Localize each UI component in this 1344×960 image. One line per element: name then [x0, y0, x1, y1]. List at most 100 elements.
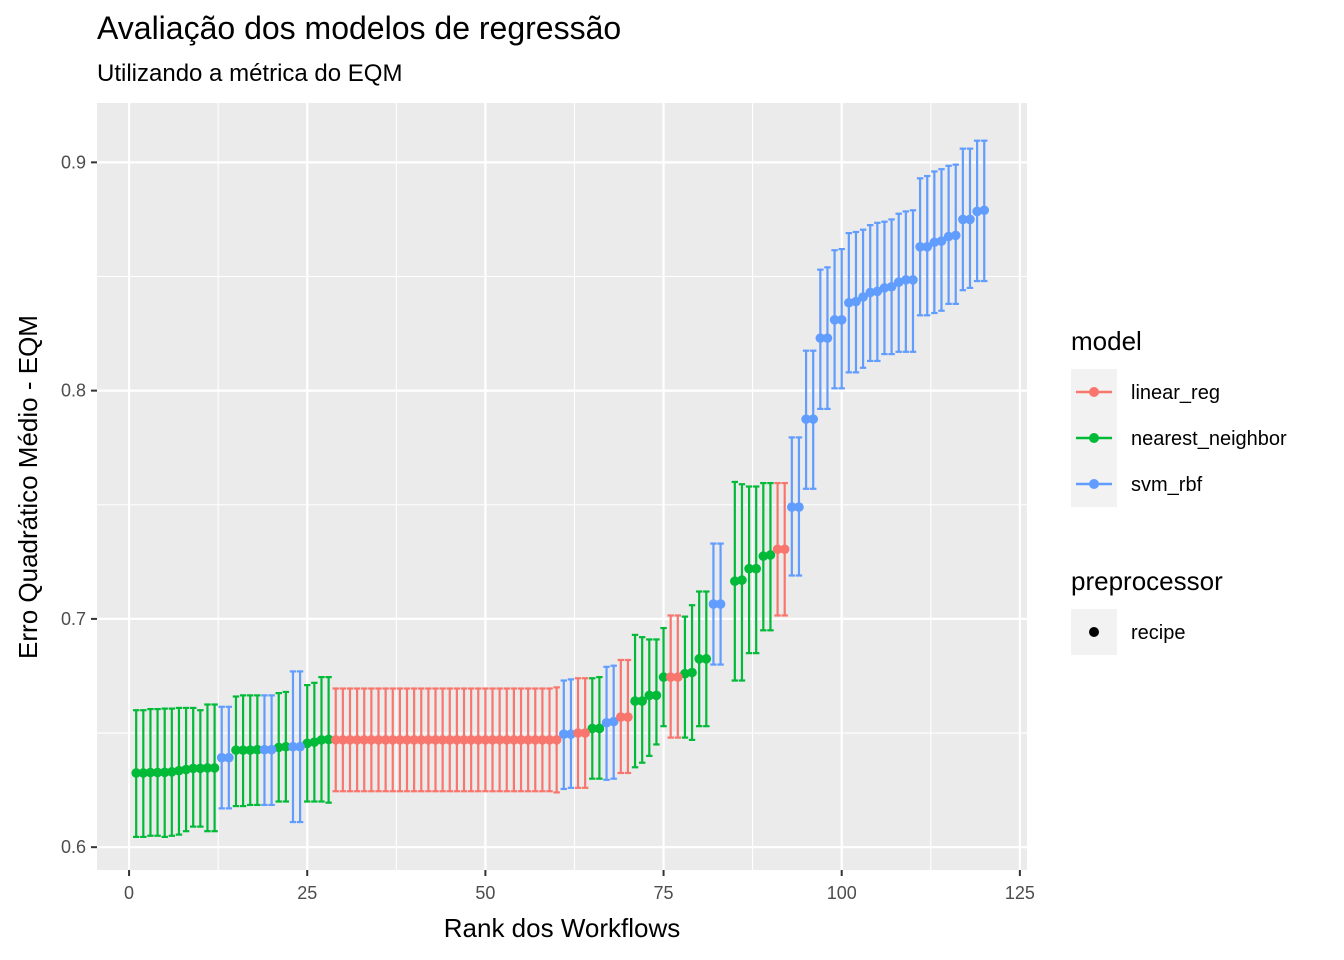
point-nearest-neighbor: [701, 654, 712, 664]
grid-minor: [97, 103, 1027, 870]
point-svm-rbf: [929, 237, 940, 248]
x-tick-label: 100: [827, 883, 857, 903]
point-linear-reg: [352, 735, 362, 745]
point-linear-reg: [330, 735, 341, 745]
point-nearest-neighbor: [302, 738, 313, 749]
point-nearest-neighbor: [138, 768, 149, 778]
point-nearest-neighbor: [202, 763, 213, 773]
point-svm-rbf: [872, 286, 883, 297]
point-linear-reg: [416, 735, 427, 745]
point-svm-rbf: [715, 599, 726, 609]
point-nearest-neighbor: [323, 734, 334, 745]
point-nearest-neighbor: [195, 763, 206, 774]
point-svm-rbf: [608, 716, 619, 727]
point-nearest-neighbor: [687, 667, 697, 678]
y-axis: 0.6 0.7 0.8 0.9: [61, 152, 97, 857]
y-tick-label: 0.9: [61, 152, 86, 172]
legend-key-point-linear-reg: [1089, 387, 1099, 397]
x-axis-title: Rank dos Workflows: [444, 913, 681, 943]
point-linear-reg: [779, 544, 790, 555]
legend-model-title: model: [1071, 326, 1142, 356]
legend-label-svm-rbf: svm_rbf: [1131, 474, 1203, 496]
point-svm-rbf: [794, 502, 804, 512]
point-svm-rbf: [979, 205, 990, 216]
legend-label-linear-reg: linear_reg: [1131, 382, 1220, 404]
chart-subtitle: Utilizando a métrica do EQM: [97, 60, 403, 87]
point-svm-rbf: [216, 752, 227, 763]
point-linear-reg: [623, 712, 633, 722]
point-linear-reg: [409, 735, 419, 745]
x-tick-label: 50: [475, 883, 495, 903]
point-linear-reg: [509, 735, 519, 745]
legend-model: model linear_reg nearest_neighbor svm_rb…: [1071, 326, 1287, 507]
point-nearest-neighbor: [751, 563, 761, 574]
point-svm-rbf: [566, 729, 576, 739]
point-linear-reg: [494, 735, 505, 745]
point-svm-rbf: [836, 315, 847, 325]
x-tick-label: 75: [654, 883, 674, 903]
point-linear-reg: [459, 735, 469, 745]
point-nearest-neighbor: [737, 575, 747, 585]
point-linear-reg: [437, 735, 448, 745]
point-linear-reg: [673, 672, 683, 682]
point-svm-rbf: [972, 206, 982, 217]
point-nearest-neighbor: [587, 723, 598, 734]
point-nearest-neighbor: [637, 696, 647, 706]
point-linear-reg: [665, 672, 676, 682]
point-linear-reg: [345, 735, 355, 745]
legend-label-nearest-neighbor: nearest_neighbor: [1131, 428, 1287, 450]
point-svm-rbf: [801, 414, 811, 424]
plot-panel: [97, 103, 1027, 870]
point-linear-reg: [387, 735, 398, 745]
point-svm-rbf: [901, 275, 911, 285]
point-linear-reg: [380, 735, 391, 745]
point-svm-rbf: [259, 744, 270, 755]
legend-key-point-svm-rbf: [1089, 479, 1099, 489]
grid-major: [97, 103, 1027, 870]
point-nearest-neighbor: [694, 654, 704, 664]
point-linear-reg: [537, 735, 548, 745]
point-svm-rbf: [787, 502, 797, 512]
point-svm-rbf: [908, 275, 918, 285]
point-svm-rbf: [708, 599, 719, 609]
point-linear-reg: [580, 728, 590, 738]
point-linear-reg: [516, 735, 526, 745]
point-nearest-neighbor: [181, 764, 191, 775]
points: [131, 205, 990, 778]
point-nearest-neighbor: [658, 672, 669, 682]
point-svm-rbf: [558, 729, 569, 739]
point-svm-rbf: [879, 283, 890, 293]
point-nearest-neighbor: [188, 763, 199, 774]
point-nearest-neighbor: [245, 745, 256, 755]
point-linear-reg: [473, 735, 484, 745]
point-linear-reg: [430, 735, 441, 745]
legend-label-recipe: recipe: [1131, 622, 1185, 644]
point-linear-reg: [772, 544, 783, 555]
x-tick-label: 0: [124, 883, 134, 903]
point-svm-rbf: [829, 315, 840, 325]
point-svm-rbf: [943, 231, 954, 242]
point-nearest-neighbor: [231, 745, 241, 755]
x-tick-label: 25: [297, 883, 317, 903]
legend-preprocessor-title: preprocessor: [1071, 566, 1223, 596]
point-linear-reg: [366, 735, 377, 745]
point-nearest-neighbor: [209, 763, 220, 773]
point-linear-reg: [444, 735, 455, 745]
point-svm-rbf: [808, 414, 819, 424]
point-svm-rbf: [965, 214, 975, 225]
point-nearest-neighbor: [680, 668, 690, 679]
point-svm-rbf: [865, 287, 876, 298]
point-svm-rbf: [822, 333, 833, 343]
point-svm-rbf: [936, 236, 947, 246]
point-linear-reg: [530, 735, 541, 745]
point-nearest-neighbor: [651, 690, 662, 701]
point-nearest-neighbor: [744, 563, 754, 574]
point-nearest-neighbor: [131, 768, 141, 778]
point-nearest-neighbor: [644, 690, 655, 701]
point-svm-rbf: [844, 297, 854, 308]
point-linear-reg: [338, 735, 348, 745]
point-svm-rbf: [288, 741, 298, 752]
point-linear-reg: [373, 735, 384, 745]
point-nearest-neighbor: [159, 767, 170, 778]
point-nearest-neighbor: [145, 767, 156, 778]
